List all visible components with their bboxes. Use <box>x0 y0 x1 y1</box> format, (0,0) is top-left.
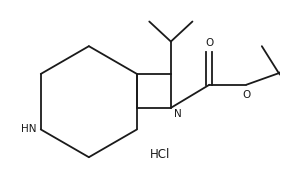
Text: N: N <box>174 109 182 119</box>
Text: O: O <box>242 90 251 100</box>
Text: HCl: HCl <box>150 148 170 161</box>
Text: O: O <box>205 38 214 48</box>
Text: HN: HN <box>21 124 36 134</box>
